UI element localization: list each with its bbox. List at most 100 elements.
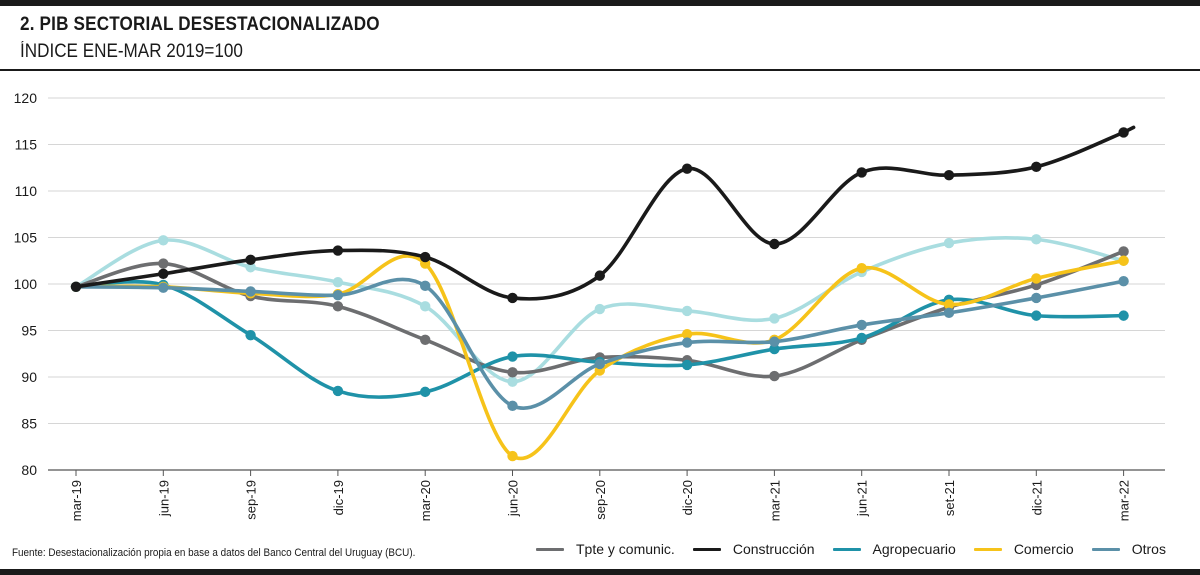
legend-label: Agropecuario — [872, 541, 956, 557]
y-tick-label: 120 — [14, 90, 38, 106]
legend-swatch — [973, 547, 1002, 551]
data-point — [1031, 234, 1042, 245]
legend-item: Otros — [1091, 541, 1166, 557]
data-point — [1031, 161, 1042, 173]
data-point — [769, 336, 780, 347]
data-point — [769, 313, 780, 324]
data-point — [70, 281, 82, 292]
data-point — [420, 301, 431, 312]
legend-label: Tpte y comunic. — [576, 541, 675, 557]
y-axis: 80 85 90 95 100 105 110 115 120 — [14, 90, 38, 478]
data-point — [245, 254, 256, 266]
series-line — [74, 254, 1126, 461]
data-point — [943, 307, 955, 319]
data-point — [943, 237, 955, 249]
data-point — [1031, 310, 1042, 321]
x-tick-label: jun-19 — [156, 480, 171, 517]
data-point — [594, 303, 605, 315]
data-point — [245, 262, 256, 273]
source-note: Fuente: Desestacionalización propia en b… — [12, 547, 416, 559]
y-tick-label: 115 — [15, 137, 38, 153]
data-point — [681, 359, 693, 371]
data-point — [769, 343, 780, 355]
chart-subtitle: ÍNDICE ENE-MAR 2019=100 — [20, 41, 243, 62]
x-tick-label: jun-20 — [506, 480, 521, 517]
data-point — [594, 358, 605, 370]
data-point — [1118, 246, 1129, 257]
series-5 — [70, 234, 1129, 387]
series-2 — [70, 279, 1129, 399]
data-point — [332, 245, 344, 256]
series-line — [74, 279, 1126, 399]
x-tick-label: set-21 — [942, 480, 957, 516]
legend-swatch — [832, 547, 861, 551]
legend-item: Agropecuario — [832, 541, 956, 557]
data-point — [420, 251, 431, 263]
x-tick-label: jun-21 — [855, 480, 870, 517]
bottom-border — [0, 569, 1200, 575]
data-point — [245, 329, 256, 341]
data-point — [769, 238, 780, 250]
legend-swatch — [1091, 547, 1120, 551]
data-point — [332, 289, 344, 301]
legend-item: Construcción — [692, 541, 815, 557]
legend-item: Comercio — [973, 541, 1074, 557]
x-tick-label: dic-20 — [680, 480, 695, 515]
data-point — [1031, 292, 1042, 304]
legend-label: Otros — [1131, 541, 1166, 557]
y-tick-label: 90 — [21, 369, 37, 385]
data-point — [332, 301, 344, 312]
data-point — [681, 163, 693, 174]
data-point — [158, 268, 169, 279]
data-point — [507, 292, 518, 304]
y-tick-label: 95 — [21, 323, 37, 339]
data-point — [420, 280, 431, 292]
data-point — [1118, 276, 1129, 287]
data-point — [420, 386, 431, 398]
x-tick-label: dic-21 — [1029, 480, 1044, 515]
data-point — [594, 270, 605, 281]
data-point — [681, 305, 693, 317]
data-point — [856, 167, 867, 178]
y-tick-label: 85 — [21, 416, 37, 432]
data-point — [1118, 310, 1129, 321]
data-point — [943, 169, 955, 181]
chart-title: 2. PIB SECTORIAL DESESTACIONALIZADO — [20, 14, 380, 35]
data-point — [507, 400, 518, 412]
legend-label: Construcción — [732, 541, 815, 557]
y-tick-label: 100 — [14, 276, 38, 292]
data-point — [1118, 255, 1129, 266]
y-tick-label: 80 — [21, 462, 37, 478]
legend-swatch — [692, 547, 721, 551]
data-point — [332, 385, 344, 397]
x-tick-label: mar-22 — [1117, 480, 1132, 521]
data-point — [332, 276, 344, 288]
x-tick-label: mar-21 — [767, 480, 782, 521]
data-point — [158, 258, 169, 269]
data-point — [245, 286, 256, 297]
series-group — [70, 125, 1136, 462]
top-border — [0, 0, 1200, 6]
data-point — [856, 262, 867, 274]
data-point — [943, 299, 955, 310]
data-point — [507, 367, 518, 378]
y-tick-label: 105 — [14, 230, 38, 246]
x-tick-label: sep-19 — [244, 480, 259, 520]
x-tick-label: dic-19 — [331, 480, 346, 515]
data-point — [681, 329, 693, 340]
x-tick-label: mar-20 — [418, 480, 433, 521]
gridlines — [48, 97, 1165, 471]
data-point — [769, 370, 780, 382]
data-point — [420, 334, 431, 345]
legend-item: Tpte y comunic. — [536, 541, 675, 557]
data-point — [681, 337, 693, 348]
x-axis: mar-19 jun-19 sep-19 dic-19 mar-20 jun-20 sep-… — [69, 470, 1132, 521]
x-tick-label: sep-20 — [593, 480, 608, 520]
data-point — [158, 235, 169, 246]
legend-label: Comercio — [1013, 541, 1074, 557]
y-tick-label: 110 — [15, 183, 38, 199]
data-point — [507, 351, 518, 362]
data-point — [507, 376, 518, 387]
series-1 — [70, 125, 1136, 304]
